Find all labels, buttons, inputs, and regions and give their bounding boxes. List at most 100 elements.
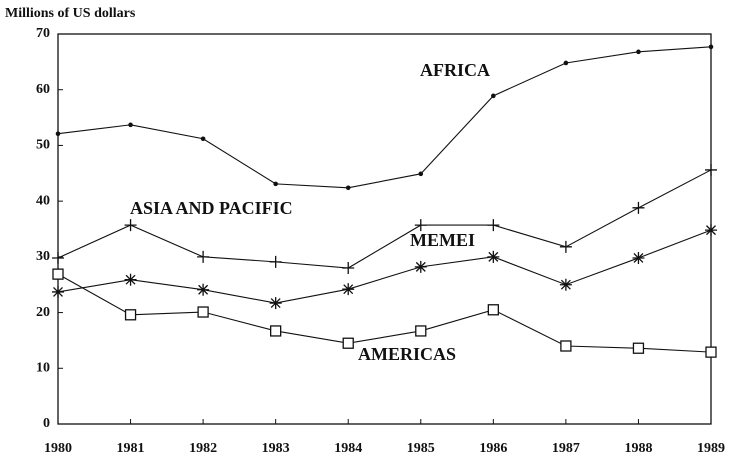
data-point — [487, 304, 499, 316]
data-point — [708, 44, 714, 50]
marker — [632, 201, 645, 214]
y-tick-label: 10 — [36, 361, 50, 376]
series-line — [57, 273, 712, 353]
series-label: MEMEI — [410, 230, 475, 250]
data-point — [632, 201, 645, 214]
marker — [415, 325, 427, 337]
series-label: AFRICA — [420, 60, 490, 80]
marker — [705, 346, 717, 358]
series-label: AMERICAS — [358, 344, 456, 364]
data-point — [632, 342, 645, 354]
data-point — [270, 325, 282, 337]
marker — [559, 278, 572, 291]
data-point — [342, 337, 354, 349]
data-point — [636, 49, 641, 55]
marker — [632, 342, 645, 354]
data-point — [705, 163, 717, 176]
data-point — [124, 309, 137, 321]
data-point — [197, 250, 210, 263]
data-point — [563, 60, 569, 66]
data-point — [491, 93, 496, 99]
marker — [563, 60, 569, 66]
marker — [560, 340, 572, 352]
series-line — [57, 169, 712, 269]
marker — [342, 337, 354, 349]
y-axis-label: Millions of US dollars — [5, 6, 136, 21]
data-point — [342, 283, 355, 296]
marker — [124, 273, 137, 286]
marker — [487, 250, 500, 263]
marker — [270, 325, 282, 337]
data-point — [197, 306, 209, 318]
data-point — [124, 273, 137, 286]
data-point — [273, 181, 278, 187]
x-tick-label: 1982 — [189, 441, 217, 456]
y-tick-label: 30 — [36, 249, 50, 264]
y-tick-label: 60 — [36, 82, 50, 97]
data-point — [487, 219, 500, 232]
data-point — [342, 262, 355, 274]
y-tick-label: 70 — [36, 26, 50, 41]
data-point — [128, 122, 133, 128]
marker — [708, 44, 714, 50]
x-tick-label: 1988 — [624, 441, 652, 456]
marker — [52, 251, 64, 264]
marker — [342, 283, 355, 296]
x-tick-label: 1980 — [44, 441, 72, 456]
x-tick-label: 1987 — [552, 441, 580, 456]
data-point — [345, 185, 351, 191]
marker — [345, 185, 351, 191]
y-tick-label: 50 — [36, 138, 50, 153]
y-tick-label: 40 — [36, 193, 50, 208]
data-point — [705, 224, 717, 237]
marker — [52, 285, 64, 298]
series-line — [57, 229, 712, 304]
data-point — [52, 285, 64, 298]
x-tick-label: 1986 — [479, 441, 507, 456]
data-point — [705, 346, 717, 358]
series-label: ASIA AND PACIFIC — [130, 198, 293, 218]
marker — [273, 181, 278, 187]
data-point — [487, 250, 500, 263]
marker — [487, 219, 500, 232]
marker — [491, 93, 496, 99]
data-point — [55, 131, 61, 137]
marker — [52, 268, 64, 280]
marker — [636, 49, 641, 55]
marker — [705, 163, 717, 176]
marker — [342, 262, 355, 274]
data-point — [52, 268, 64, 280]
marker — [197, 283, 210, 296]
x-tick-label: 1989 — [697, 441, 725, 456]
marker — [55, 131, 61, 137]
data-point — [415, 325, 427, 337]
marker — [197, 250, 210, 263]
marker — [269, 297, 282, 310]
marker — [632, 251, 645, 264]
marker — [197, 306, 209, 318]
marker — [414, 219, 427, 232]
data-point — [124, 219, 137, 232]
marker — [418, 171, 424, 177]
marker — [487, 304, 499, 316]
marker — [269, 255, 282, 268]
marker — [200, 136, 206, 142]
marker — [559, 240, 572, 253]
x-tick-label: 1985 — [407, 441, 435, 456]
marker — [705, 224, 717, 237]
plot-frame — [57, 33, 712, 425]
data-point — [52, 251, 64, 264]
data-point — [269, 255, 282, 268]
data-point — [559, 240, 572, 253]
data-point — [560, 340, 572, 352]
x-tick-label: 1984 — [334, 441, 362, 456]
marker — [414, 260, 427, 273]
x-tick-label: 1983 — [262, 441, 290, 456]
data-point — [559, 278, 572, 291]
y-tick-label: 0 — [43, 416, 50, 431]
data-point — [632, 251, 645, 264]
series-line — [57, 46, 712, 189]
data-point — [200, 136, 206, 142]
